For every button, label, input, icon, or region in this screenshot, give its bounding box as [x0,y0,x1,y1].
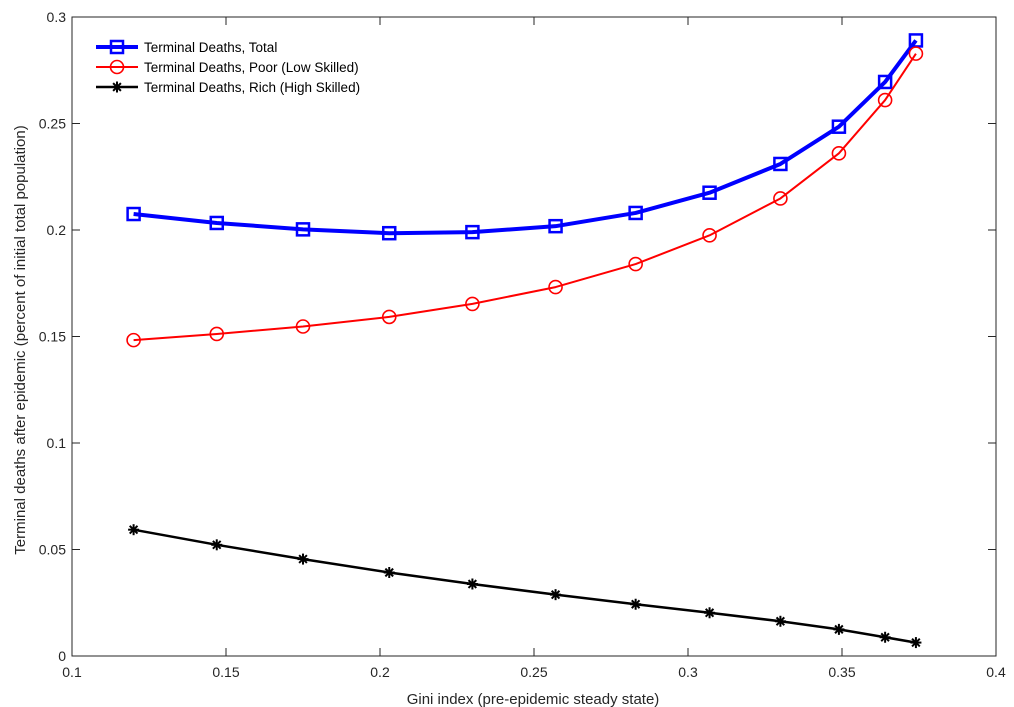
y-tick-label: 0 [58,648,66,664]
data-point [295,319,311,334]
data-point [211,539,223,551]
data-point [466,578,478,590]
data-point [702,185,717,200]
data-point [548,218,563,234]
data-point [831,146,847,161]
data-point [630,598,642,610]
series-asterisk [128,524,922,649]
data-point [877,74,893,90]
asterisk-stroke [911,637,921,648]
asterisk-stroke [298,554,308,564]
series-line [133,39,918,236]
data-point [297,553,309,565]
data-point [628,205,643,221]
data-point [381,225,397,241]
data-point [128,524,140,536]
data-point [877,92,893,108]
y-tick-label: 0.2 [47,222,67,238]
y-axis-label: Terminal deaths after epidemic (percent … [12,125,29,554]
series-layer [126,33,924,649]
data-point [879,631,891,643]
x-tick-label: 0.4 [986,664,1006,680]
x-tick-label: 0.2 [370,664,390,680]
asterisk-stroke [834,624,844,634]
legend-swatch-marker [109,39,125,55]
legend-item: Terminal Deaths, Poor (Low Skilled) [96,59,359,75]
data-point [295,222,311,237]
data-point [773,156,788,172]
y-axis-ticks: 0 0.05 0.1 0.15 0.2 0.25 0.3 [39,9,996,664]
series-circle [126,46,924,348]
data-point [383,567,395,579]
series-line [133,53,917,342]
data-point [381,309,397,325]
legend-item: Terminal Deaths, Rich (High Skilled) [96,80,360,95]
data-point [833,623,845,635]
x-axis-label: Gini index (pre-epidemic steady state) [407,691,660,707]
data-point [548,279,563,295]
legend-label: Terminal Deaths, Total [144,40,277,55]
asterisk-stroke [212,540,222,550]
data-point [465,224,480,240]
data-point [209,215,225,231]
series-square [126,33,924,241]
data-point [910,637,922,649]
asterisk-stroke [550,590,561,600]
y-tick-label: 0.25 [39,116,66,132]
data-point [774,615,786,627]
legend-label: Terminal Deaths, Rich (High Skilled) [144,80,360,95]
asterisk-stroke [880,632,890,642]
asterisk-stroke [467,579,477,589]
y-tick-label: 0.05 [39,542,66,558]
x-tick-label: 0.25 [520,664,547,680]
data-point [209,326,225,342]
data-point [702,228,717,243]
asterisk-stroke [704,608,715,618]
legend-item: Terminal Deaths, Total [96,39,277,55]
x-tick-label: 0.3 [678,664,698,680]
y-tick-label: 0.15 [39,329,66,345]
data-point [831,119,847,134]
data-point [628,256,643,272]
legend-swatch-marker [111,81,123,93]
data-point [126,332,141,348]
data-point [465,296,480,312]
asterisk-stroke [129,525,139,535]
data-point [908,46,924,61]
y-tick-label: 0.3 [47,9,67,25]
data-point [773,191,788,206]
data-point [126,206,141,222]
asterisk-stroke [775,616,785,626]
series-line [133,528,917,644]
x-tick-label: 0.35 [828,664,855,680]
x-tick-label: 0.1 [62,664,82,680]
data-point [550,589,562,601]
legend-swatch-marker [109,59,125,75]
x-axis-ticks: 0.1 0.15 0.2 0.25 0.3 0.35 0.4 [62,17,1006,680]
x-tick-label: 0.15 [212,664,239,680]
asterisk-stroke [384,567,394,578]
asterisk-stroke [631,599,641,609]
legend-label: Terminal Deaths, Poor (Low Skilled) [144,60,359,75]
asterisk-stroke [112,82,122,92]
y-tick-label: 0.1 [47,435,67,451]
legend: Terminal Deaths, Total Terminal Deaths, P… [96,39,360,95]
data-point [704,607,716,619]
